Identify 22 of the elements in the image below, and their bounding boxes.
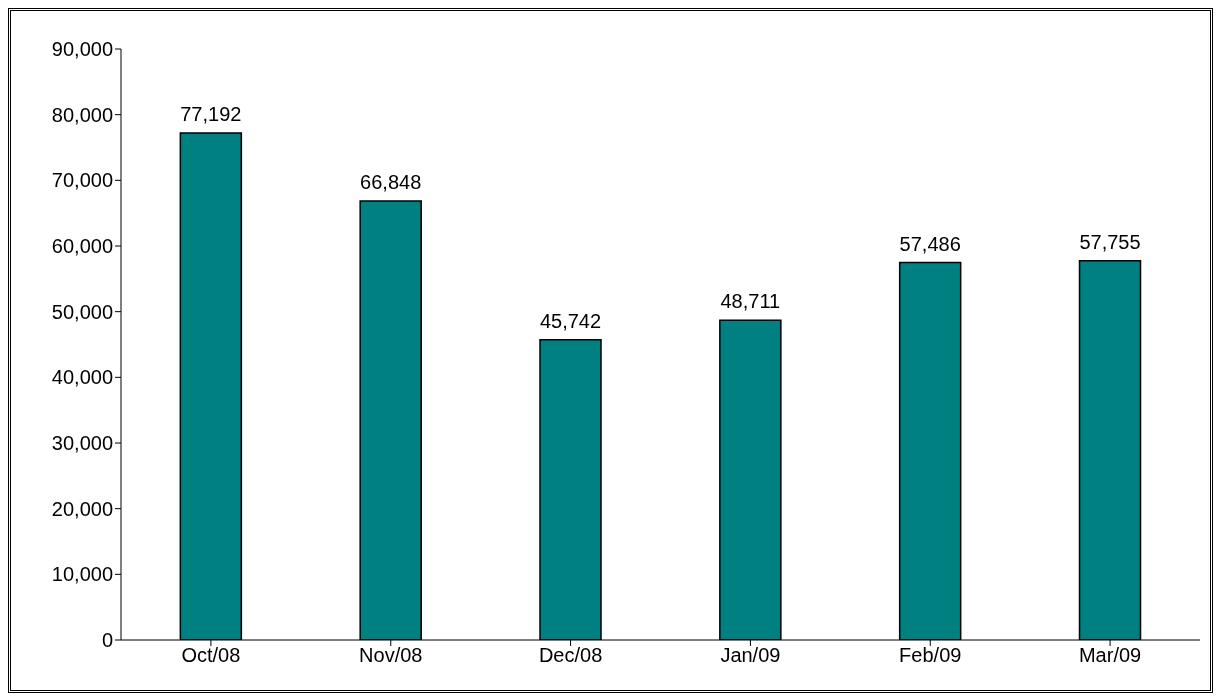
x-tick-label: Oct/08 (181, 644, 241, 667)
y-tick-label: 50,000 (51, 300, 113, 323)
x-tick-label: Dec/08 (538, 644, 603, 667)
y-tick-label: 80,000 (51, 103, 113, 126)
data-label: 66,848 (360, 171, 422, 194)
y-tick-label: 0 (101, 629, 113, 652)
data-label: 57,755 (1079, 230, 1141, 253)
y-tick-label: 70,000 (51, 169, 113, 192)
x-tick-label: Jan/09 (720, 644, 781, 667)
y-tick-label: 40,000 (51, 366, 113, 389)
y-tick-label: 10,000 (51, 563, 113, 586)
data-label: 45,742 (539, 309, 602, 332)
data-label: 57,486 (899, 232, 961, 255)
x-tick-label: Mar/09 (1078, 644, 1142, 667)
data-label: 48,711 (720, 290, 781, 313)
data-label: 77,192 (180, 103, 242, 126)
y-tick-label: 30,000 (51, 432, 113, 455)
y-tick-label: 20,000 (51, 497, 113, 520)
y-tick-label: 60,000 (51, 235, 113, 258)
y-tick-label: 90,000 (51, 38, 113, 61)
x-tick-label: Feb/09 (899, 644, 962, 667)
x-tick-label: Nov/08 (359, 644, 423, 667)
